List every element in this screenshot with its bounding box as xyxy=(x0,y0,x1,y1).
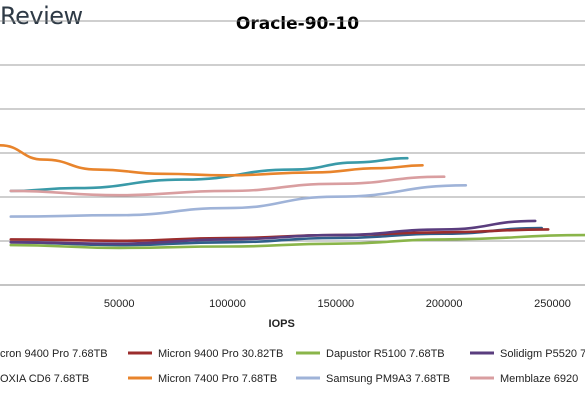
legend-label: Solidigm P5520 7 xyxy=(500,348,585,360)
series-lines xyxy=(0,144,585,250)
series-line xyxy=(9,175,446,197)
series-line xyxy=(9,219,537,246)
x-axis-ticks: 50000 100000 150000 200000 250000 xyxy=(104,298,571,310)
legend-label: Memblaze 6920 xyxy=(500,373,578,385)
legend-label: Micron 7400 Pro 7.68TB xyxy=(158,373,277,385)
x-axis-label: IOPS xyxy=(269,318,295,330)
legend-label: Samsung PM9A3 7.68TB xyxy=(326,373,450,385)
legend-label: OXIA CD6 7.68TB xyxy=(0,373,89,385)
series-line xyxy=(9,226,543,247)
x-tick-label: 250000 xyxy=(534,298,571,310)
x-tick-label: 50000 xyxy=(104,298,135,310)
series-line xyxy=(9,184,468,218)
x-tick-label: 100000 xyxy=(209,298,246,310)
series-line xyxy=(9,233,585,250)
legend-label: Micron 9400 Pro 30.82TB xyxy=(158,348,283,360)
legend: cron 9400 Pro 7.68TB Micron 9400 Pro 30.8… xyxy=(0,348,585,385)
x-tick-label: 150000 xyxy=(317,298,354,310)
legend-label: cron 9400 Pro 7.68TB xyxy=(0,348,108,360)
legend-label: Dapustor R5100 7.68TB xyxy=(326,348,445,360)
review-logo: Review xyxy=(0,2,83,30)
chart-title: Oracle-90-10 xyxy=(235,14,360,34)
x-tick-label: 200000 xyxy=(426,298,463,310)
series-line xyxy=(0,144,424,177)
